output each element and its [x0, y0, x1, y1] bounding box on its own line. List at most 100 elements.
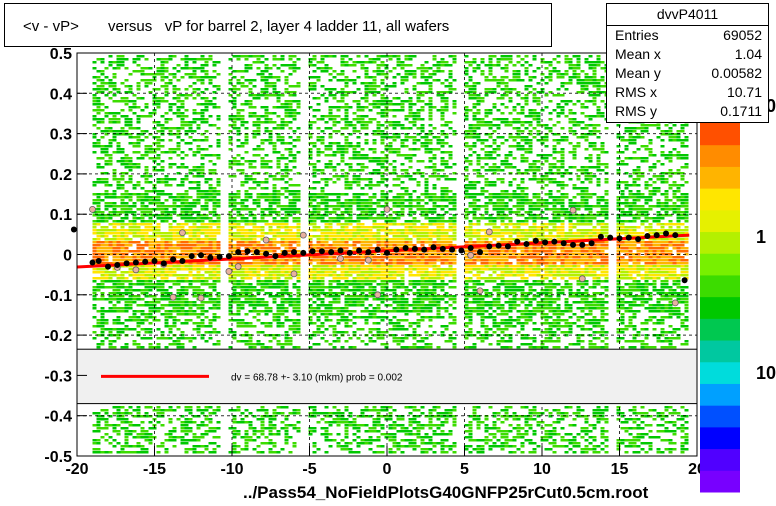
heatmap-cell: [360, 298, 365, 301]
heatmap-cell: [268, 340, 273, 343]
heatmap-cell: [392, 301, 397, 304]
heatmap-cell: [208, 274, 213, 277]
heatmap-cell: [124, 121, 129, 124]
heatmap-cell: [244, 205, 249, 208]
heatmap-cell: [272, 295, 277, 298]
heatmap-cell: [396, 55, 401, 58]
heatmap-cell: [400, 271, 405, 274]
heatmap-cell: [392, 223, 397, 226]
heatmap-cell: [196, 322, 201, 325]
heatmap-cell: [312, 295, 317, 298]
heatmap-cell: [268, 346, 273, 349]
heatmap-cell: [256, 133, 261, 136]
heatmap-cell: [208, 76, 213, 79]
heatmap-cell: [172, 205, 177, 208]
heatmap-cell: [164, 238, 169, 241]
heatmap-cell: [320, 202, 325, 205]
heatmap-cell: [156, 298, 161, 301]
heatmap-cell: [272, 145, 277, 148]
heatmap-cell: [156, 103, 161, 106]
heatmap-cell: [100, 427, 105, 430]
heatmap-cell: [180, 118, 185, 121]
heatmap-cell: [164, 295, 169, 298]
heatmap-cell: [316, 316, 321, 319]
heatmap-cell: [152, 427, 157, 430]
heatmap-cell: [248, 241, 253, 244]
heatmap-cell: [112, 67, 117, 70]
heatmap-cell: [352, 265, 357, 268]
heatmap-cell: [324, 205, 329, 208]
heatmap-cell: [276, 241, 281, 244]
heatmap-cell: [172, 439, 177, 442]
heatmap-cell: [392, 85, 397, 88]
heatmap-cell: [216, 244, 221, 247]
heatmap-cell: [260, 244, 265, 247]
heatmap-cell: [212, 64, 217, 67]
heatmap-cell: [192, 304, 197, 307]
heatmap-cell: [328, 265, 333, 268]
heatmap-cell: [180, 151, 185, 154]
heatmap-cell: [172, 274, 177, 277]
heatmap-cell: [128, 298, 133, 301]
heatmap-cell: [340, 445, 345, 448]
heatmap-cell: [176, 196, 181, 199]
heatmap-cell: [204, 448, 209, 451]
heatmap-cell: [320, 268, 325, 271]
heatmap-cell: [104, 184, 109, 187]
heatmap-cell: [368, 304, 373, 307]
heatmap-cell: [332, 412, 337, 415]
heatmap-cell: [236, 196, 241, 199]
heatmap-cell: [380, 331, 385, 334]
heatmap-cell: [176, 172, 181, 175]
heatmap-cell: [108, 250, 113, 253]
heatmap-cell: [140, 280, 145, 283]
heatmap-cell: [164, 121, 169, 124]
heatmap-cell: [292, 139, 297, 142]
heatmap-cell: [364, 265, 369, 268]
heatmap-cell: [176, 346, 181, 349]
heatmap-cell: [308, 238, 313, 241]
heatmap-cell: [212, 163, 217, 166]
heatmap-cell: [184, 319, 189, 322]
heatmap-cell: [120, 232, 125, 235]
heatmap-cell: [352, 220, 357, 223]
heatmap-cell: [360, 268, 365, 271]
heatmap-cell: [332, 301, 337, 304]
heatmap-cell: [240, 55, 245, 58]
heatmap-cell: [100, 316, 105, 319]
heatmap-cell: [108, 127, 113, 130]
heatmap-cell: [368, 286, 373, 289]
heatmap-cell: [108, 286, 113, 289]
heatmap-cell: [296, 421, 301, 424]
heatmap-cell: [112, 169, 117, 172]
heatmap-cell: [360, 247, 365, 250]
heatmap-cell: [368, 262, 373, 265]
heatmap-cell: [192, 130, 197, 133]
heatmap-cell: [168, 238, 173, 241]
heatmap-cell: [256, 277, 261, 280]
heatmap-cell: [228, 175, 233, 178]
heatmap-cell: [400, 205, 405, 208]
heatmap-cell: [272, 244, 277, 247]
heatmap-cell: [272, 337, 277, 340]
heatmap-cell: [108, 163, 113, 166]
heatmap-cell: [400, 193, 405, 196]
heatmap-cell: [240, 325, 245, 328]
heatmap-cell: [260, 208, 265, 211]
heatmap-cell: [396, 148, 401, 151]
heatmap-cell: [332, 232, 337, 235]
heatmap-cell: [364, 199, 369, 202]
heatmap-cell: [144, 238, 149, 241]
heatmap-cell: [156, 337, 161, 340]
heatmap-cell: [352, 241, 357, 244]
heatmap-cell: [212, 253, 217, 256]
heatmap-cell: [96, 121, 101, 124]
heatmap-cell: [392, 310, 397, 313]
heatmap-cell: [132, 202, 137, 205]
heatmap-cell: [92, 226, 97, 229]
heatmap-cell: [148, 286, 153, 289]
heatmap-cell: [360, 202, 365, 205]
heatmap-cell: [392, 289, 397, 292]
heatmap-cell: [292, 199, 297, 202]
heatmap-cell: [276, 202, 281, 205]
